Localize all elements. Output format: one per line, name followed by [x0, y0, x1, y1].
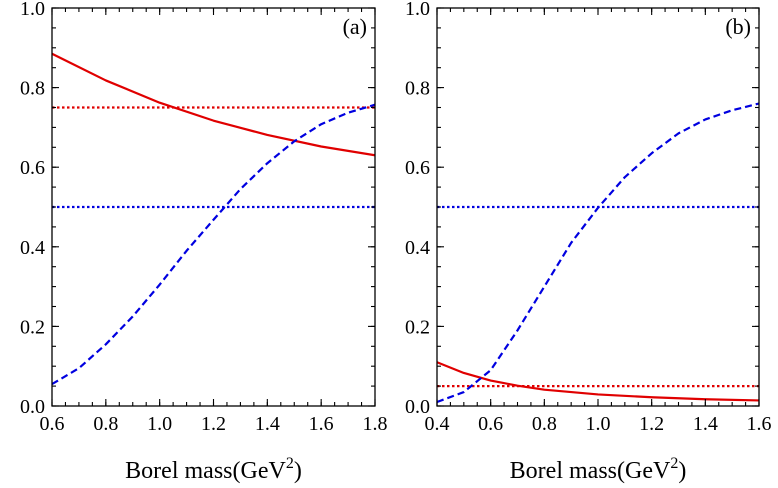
series-group	[52, 52, 375, 386]
x-tick-label: 1.8	[363, 413, 388, 435]
y-tick-label: 1.0	[405, 0, 430, 20]
x-axis-title-main: Borel mass(GeV	[125, 458, 286, 484]
y-tick-label: 0.4	[20, 237, 45, 259]
x-tick-label: 1.6	[309, 413, 334, 435]
x-axis-title: Borel mass(GeV2)	[510, 455, 687, 484]
x-tick-label: 1.2	[201, 413, 226, 435]
series-line-dashed-2	[437, 102, 759, 404]
x-tick-label: 0.8	[532, 413, 557, 435]
y-tick-label: 0.8	[20, 78, 45, 100]
x-tick-label: 0.4	[425, 413, 450, 435]
x-tick-label: 0.6	[478, 413, 503, 435]
y-tick-label: 0.2	[20, 316, 45, 338]
x-tick-label: 1.4	[255, 413, 280, 435]
x-axis-title-tail: )	[294, 458, 302, 484]
panel-label: (b)	[725, 14, 751, 39]
y-tick-label: 0.0	[405, 396, 430, 418]
x-tick-label: 1.4	[693, 413, 718, 435]
y-tick-label: 0.4	[405, 237, 430, 259]
y-tick-label: 0.6	[20, 157, 45, 179]
x-axis-title-sup: 2	[286, 455, 294, 472]
series-line-solid-0	[437, 361, 759, 402]
series-line-dashed-2	[52, 103, 375, 386]
x-tick-label: 1.0	[586, 413, 611, 435]
y-tick-label: 1.0	[20, 0, 45, 20]
y-tick-label: 0.2	[405, 316, 430, 338]
x-tick-label: 0.6	[40, 413, 65, 435]
panel-label: (a)	[343, 14, 367, 39]
x-tick-label: 1.0	[147, 413, 172, 435]
panel-a: 0.6 0.8 1.0 1.2 1.4 1.6 1.8 0.0 0.2 0.4 0.6 0.8 1.0 (…	[20, 0, 388, 484]
series-line-solid-0	[52, 52, 375, 157]
x-tick-label: 1.2	[639, 413, 664, 435]
x-axis-title-sup: 2	[670, 455, 678, 472]
x-axis-title-tail: )	[678, 458, 686, 484]
x-axis-title: Borel mass(GeV2)	[125, 455, 302, 484]
x-tick-label: 0.8	[93, 413, 118, 435]
y-tick-label: 0.6	[405, 157, 430, 179]
x-axis-title-main: Borel mass(GeV	[510, 458, 671, 484]
y-tick-label: 0.8	[405, 78, 430, 100]
y-tick-label: 0.0	[20, 396, 45, 418]
x-tick-label: 1.6	[747, 413, 772, 435]
series-group	[437, 102, 759, 404]
panel-b: 0.4 0.6 0.8 1.0 1.2 1.4 1.6 0.0 0.2 0.4 0.6 0.8 1.0 (…	[405, 0, 772, 484]
